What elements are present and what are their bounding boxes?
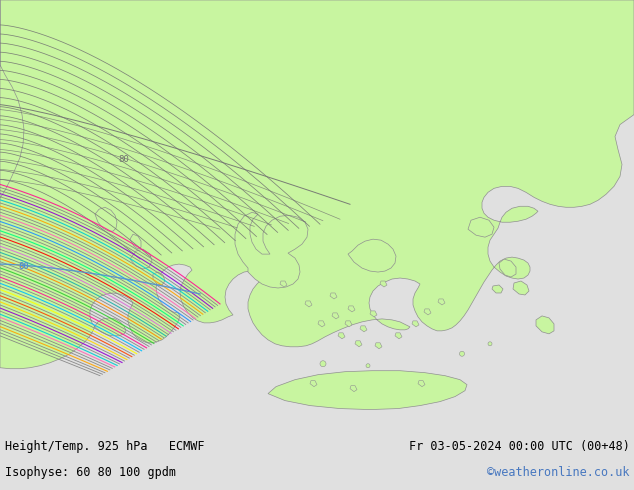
Polygon shape (380, 281, 387, 287)
Polygon shape (536, 316, 554, 334)
Polygon shape (499, 259, 516, 277)
Text: Isophyse: 60 80 100 gpdm: Isophyse: 60 80 100 gpdm (5, 466, 176, 479)
Polygon shape (345, 321, 352, 327)
Polygon shape (375, 343, 382, 349)
Polygon shape (350, 386, 357, 392)
Polygon shape (130, 249, 152, 269)
Polygon shape (412, 321, 419, 327)
Polygon shape (438, 299, 445, 305)
Polygon shape (348, 239, 396, 272)
Polygon shape (338, 333, 345, 339)
Polygon shape (0, 0, 24, 198)
Text: 80: 80 (118, 155, 129, 164)
Polygon shape (468, 217, 494, 237)
Polygon shape (268, 371, 467, 410)
Polygon shape (130, 234, 141, 249)
Polygon shape (355, 341, 362, 347)
Polygon shape (348, 306, 355, 312)
Polygon shape (153, 272, 165, 285)
Polygon shape (235, 212, 308, 288)
Polygon shape (395, 333, 402, 339)
Polygon shape (513, 281, 529, 295)
Polygon shape (424, 309, 431, 315)
Polygon shape (0, 0, 634, 368)
Text: ©weatheronline.co.uk: ©weatheronline.co.uk (487, 466, 630, 479)
Text: Fr 03-05-2024 00:00 UTC (00+48): Fr 03-05-2024 00:00 UTC (00+48) (409, 440, 630, 453)
Text: 80: 80 (18, 262, 29, 270)
Polygon shape (332, 313, 339, 319)
Polygon shape (360, 326, 367, 332)
Polygon shape (330, 293, 337, 299)
Polygon shape (280, 281, 287, 287)
Polygon shape (318, 321, 325, 327)
Circle shape (320, 361, 326, 367)
Circle shape (488, 342, 492, 346)
Polygon shape (418, 381, 425, 387)
Polygon shape (305, 301, 312, 307)
Circle shape (460, 351, 465, 356)
Circle shape (366, 364, 370, 368)
Polygon shape (492, 285, 503, 293)
Polygon shape (95, 207, 117, 231)
Text: Height/Temp. 925 hPa   ECMWF: Height/Temp. 925 hPa ECMWF (5, 440, 205, 453)
Polygon shape (310, 381, 317, 387)
Polygon shape (370, 311, 377, 317)
